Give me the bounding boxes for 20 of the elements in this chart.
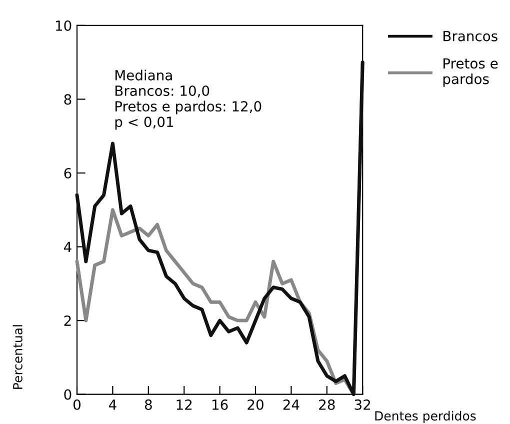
legend-label: Pretos e pardos — [443, 58, 498, 87]
x-tick-label: 28 — [319, 399, 335, 410]
x-tick-label: 20 — [248, 399, 264, 410]
y-tick-label: 0 — [64, 389, 72, 400]
x-tick-label: 16 — [212, 399, 228, 410]
y-tick-label: 2 — [64, 316, 71, 326]
annotation: Mediana Brancos: 10,0 Pretos e pardos: 12,0 p < 0,01 — [115, 70, 262, 130]
y-tick-label: 4 — [64, 242, 72, 252]
x-tick-label: 24 — [283, 399, 300, 410]
legend-label: Brancos — [444, 30, 498, 42]
y-tick-label: 10 — [56, 20, 72, 31]
x-tick-label: 8 — [144, 399, 152, 410]
y-tick-label: 6 — [64, 168, 72, 178]
x-tick-label: 12 — [176, 399, 192, 410]
x-tick-label: 4 — [108, 400, 116, 410]
x-axis-title: Dentes perdidos — [375, 410, 476, 424]
x-tick-label: 0 — [74, 399, 81, 410]
y-tick-label: 8 — [64, 94, 72, 105]
x-tick-label: 32 — [354, 399, 370, 410]
y-axis-title: Percentual — [12, 325, 22, 389]
